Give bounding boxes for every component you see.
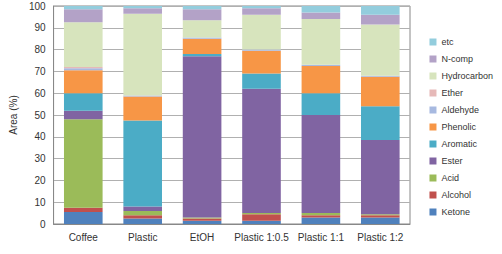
svg-text:0: 0 [40, 219, 46, 230]
svg-text:Acid: Acid [441, 173, 459, 183]
svg-text:40: 40 [34, 131, 46, 142]
svg-text:60: 60 [34, 88, 46, 99]
svg-text:Ether: Ether [441, 88, 463, 98]
svg-text:Phenolic: Phenolic [441, 122, 476, 132]
svg-text:Plastic 1:1: Plastic 1:1 [298, 232, 345, 243]
svg-text:N-comp: N-comp [441, 54, 473, 64]
svg-text:Aromatic: Aromatic [441, 139, 477, 149]
svg-text:20: 20 [34, 175, 46, 186]
svg-text:Plastic 1:2: Plastic 1:2 [357, 232, 404, 243]
svg-text:Aldehyde: Aldehyde [441, 105, 479, 115]
svg-text:30: 30 [34, 153, 46, 164]
svg-text:Area (%): Area (%) [8, 95, 19, 134]
svg-text:Alcohol: Alcohol [441, 190, 471, 200]
svg-text:Ester: Ester [441, 156, 462, 166]
svg-text:Coffee: Coffee [69, 232, 99, 243]
svg-text:50: 50 [34, 110, 46, 121]
svg-text:80: 80 [34, 44, 46, 55]
svg-text:etc: etc [441, 37, 454, 47]
svg-text:Ketone: Ketone [441, 207, 470, 217]
svg-text:Hydrocarbon: Hydrocarbon [441, 71, 493, 81]
svg-text:90: 90 [34, 22, 46, 33]
svg-text:EtOH: EtOH [190, 232, 214, 243]
svg-text:Plastic 1:0.5: Plastic 1:0.5 [234, 232, 289, 243]
svg-text:Plastic: Plastic [128, 232, 157, 243]
svg-text:70: 70 [34, 66, 46, 77]
svg-text:10: 10 [34, 197, 46, 208]
svg-text:100: 100 [29, 1, 46, 12]
